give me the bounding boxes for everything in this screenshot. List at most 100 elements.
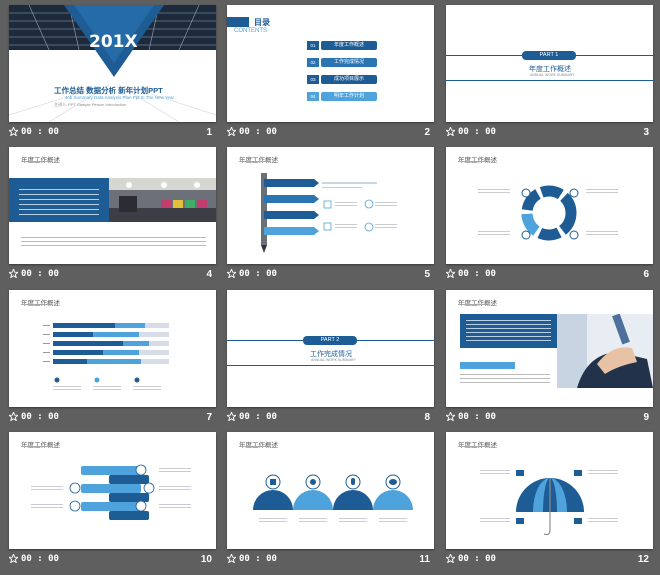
part-badge: PART 2 — [303, 336, 357, 345]
transition-star-icon[interactable] — [9, 269, 18, 278]
slide-number: 9 — [643, 412, 649, 423]
toc-item-2[interactable]: 工作完成情况 — [321, 58, 377, 67]
slide-thumbnail-1[interactable]: 201X 工作总结 数据分析 新年计划PPT Job Summary Data … — [9, 5, 216, 148]
toc-heading-en: CONTENTS — [234, 28, 267, 34]
slide-10-canvas[interactable]: 年度工作概述 — [9, 432, 216, 549]
slide-5-canvas[interactable]: 年度工作概述 — [227, 147, 434, 264]
slide-9-canvas[interactable]: 年度工作概述 — [446, 290, 653, 407]
slide-number: 11 — [419, 554, 430, 565]
transition-star-icon[interactable] — [446, 127, 455, 136]
slide-number: 2 — [424, 127, 430, 138]
slide-timing: 00 : 00 — [239, 127, 277, 137]
slide-thumbnail-11[interactable]: 年度工作概述 — [227, 432, 434, 575]
transition-star-icon[interactable] — [227, 269, 236, 278]
slide-thumbnail-8[interactable]: PART 2 工作完成情况 ANNUAL WORK SUMMARY 00 : 0… — [227, 290, 434, 433]
slide-timing: 00 : 00 — [239, 412, 277, 422]
slide-5-meta: 00 : 00 5 — [227, 268, 434, 284]
slide-11-canvas[interactable]: 年度工作概述 — [227, 432, 434, 549]
slide-thumbnail-12[interactable]: 年度工作概述 00 — [446, 432, 653, 575]
part-subtitle: ANNUAL WORK SUMMARY — [311, 358, 356, 362]
part-divider-bottom — [446, 80, 653, 81]
slide-title: 年度工作概述 — [21, 154, 60, 164]
slide-number: 5 — [424, 269, 430, 280]
slide-4-canvas[interactable]: 年度工作概述 — [9, 147, 216, 264]
slide-8-meta: 00 : 00 8 — [227, 411, 434, 427]
toc-item-3[interactable]: 成功项目展示 — [321, 75, 377, 84]
slide-timing: 00 : 00 — [458, 269, 496, 279]
slide-thumbnail-10[interactable]: 年度工作概述 — [9, 432, 216, 575]
toc-heading: 目录 — [254, 18, 270, 27]
slide-2-canvas[interactable]: 目录 CONTENTS 01 年度工作概述 02 工作完成情况 03 成功项目展… — [227, 5, 434, 122]
transition-star-icon[interactable] — [227, 127, 236, 136]
slide-thumbnail-4[interactable]: 年度工作概述 00 : 00 4 — [9, 147, 216, 290]
office-photo — [109, 178, 216, 222]
slide-thumbnail-3[interactable]: PART 1 年度工作概述 ANNUAL WORK SUMMARY 00 : 0… — [446, 5, 653, 148]
slide-12-canvas[interactable]: 年度工作概述 — [446, 432, 653, 549]
slide-12-meta: 00 : 00 12 — [446, 553, 653, 569]
slide-7-canvas[interactable]: 年度工作概述 — [9, 290, 216, 407]
body-text-placeholder — [21, 237, 206, 249]
slide-title: 年度工作概述 — [21, 439, 60, 449]
slide-6-canvas[interactable]: 年度工作概述 — [446, 147, 653, 264]
toc-header-bar — [227, 17, 249, 27]
slide-timing: 00 : 00 — [21, 554, 59, 564]
stacked-bar-graphic — [43, 323, 169, 390]
transition-star-icon[interactable] — [446, 412, 455, 421]
transition-star-icon[interactable] — [9, 554, 18, 563]
slide-thumbnail-9[interactable]: 年度工作概述 00 : 00 9 — [446, 290, 653, 433]
slide-number: 10 — [200, 554, 212, 565]
cover-author: 主讲人: PPT Sample Person Introduction — [54, 102, 127, 107]
slide-title: 年度工作概述 — [239, 154, 278, 164]
slide-title: 年度工作概述 — [458, 297, 497, 307]
slide-1-meta: 00 : 00 1 — [9, 126, 216, 142]
slide-7-meta: 00 : 00 7 — [9, 411, 216, 427]
slide-timing: 00 : 00 — [21, 269, 59, 279]
part-title: 年度工作概述 — [529, 66, 571, 73]
cover-title: 工作总结 数据分析 新年计划PPT — [54, 86, 163, 95]
handshake-photo — [557, 314, 653, 388]
slide-title: 年度工作概述 — [239, 439, 278, 449]
slide-9-meta: 00 : 00 9 — [446, 411, 653, 427]
cover-art — [9, 5, 216, 122]
slide-thumbnail-5[interactable]: 年度工作概述 00 : 00 5 — [227, 147, 434, 290]
slide-thumbnail-7[interactable]: 年度工作概述 00 : 00 7 — [9, 290, 216, 433]
slide-8-canvas[interactable]: PART 2 工作完成情况 ANNUAL WORK SUMMARY — [227, 290, 434, 407]
slide-title: 年度工作概述 — [458, 439, 497, 449]
umbrella-diagram — [480, 470, 618, 536]
slide-1-canvas[interactable]: 201X 工作总结 数据分析 新年计划PPT Job Summary Data … — [9, 5, 216, 122]
slide-timing: 00 : 00 — [21, 412, 59, 422]
cycle-diagram — [478, 185, 618, 241]
slide-number: 1 — [206, 127, 212, 138]
slide-11-meta: 00 : 00 11 — [227, 553, 434, 569]
slide-thumbnail-6[interactable]: 年度工作概述 00 : 00 6 — [446, 147, 653, 290]
part-divider-bottom — [227, 365, 434, 366]
transition-star-icon[interactable] — [227, 554, 236, 563]
slide-3-canvas[interactable]: PART 1 年度工作概述 ANNUAL WORK SUMMARY — [446, 5, 653, 122]
toc-item-1[interactable]: 年度工作概述 — [321, 41, 377, 50]
subheading-bar — [460, 362, 515, 369]
slide-timing: 00 : 00 — [458, 554, 496, 564]
part-badge: PART 1 — [522, 51, 576, 60]
cover-year: 201X — [89, 32, 138, 52]
slide-thumbnail-2[interactable]: 目录 CONTENTS 01 年度工作概述 02 工作完成情况 03 成功项目展… — [227, 5, 434, 148]
slide-6-meta: 00 : 00 6 — [446, 268, 653, 284]
slide-title: 年度工作概述 — [21, 297, 60, 307]
transition-star-icon[interactable] — [227, 412, 236, 421]
transition-star-icon[interactable] — [9, 127, 18, 136]
part-title: 工作完成情况 — [310, 351, 352, 358]
slide-number: 12 — [637, 554, 649, 565]
toc-item-4[interactable]: 明年工作计划 — [321, 92, 377, 101]
text-placeholder — [19, 189, 99, 215]
slide-number: 4 — [206, 269, 212, 280]
slide-3-meta: 00 : 00 3 — [446, 126, 653, 142]
slide-10-meta: 00 : 00 10 — [9, 553, 216, 569]
slide-timing: 00 : 00 — [458, 127, 496, 137]
transition-star-icon[interactable] — [446, 554, 455, 563]
semicircle-icons — [253, 474, 413, 522]
transition-star-icon[interactable] — [9, 412, 18, 421]
slide-timing: 00 : 00 — [21, 127, 59, 137]
slide-timing: 00 : 00 — [239, 554, 277, 564]
transition-star-icon[interactable] — [446, 269, 455, 278]
slide-number: 3 — [643, 127, 649, 138]
